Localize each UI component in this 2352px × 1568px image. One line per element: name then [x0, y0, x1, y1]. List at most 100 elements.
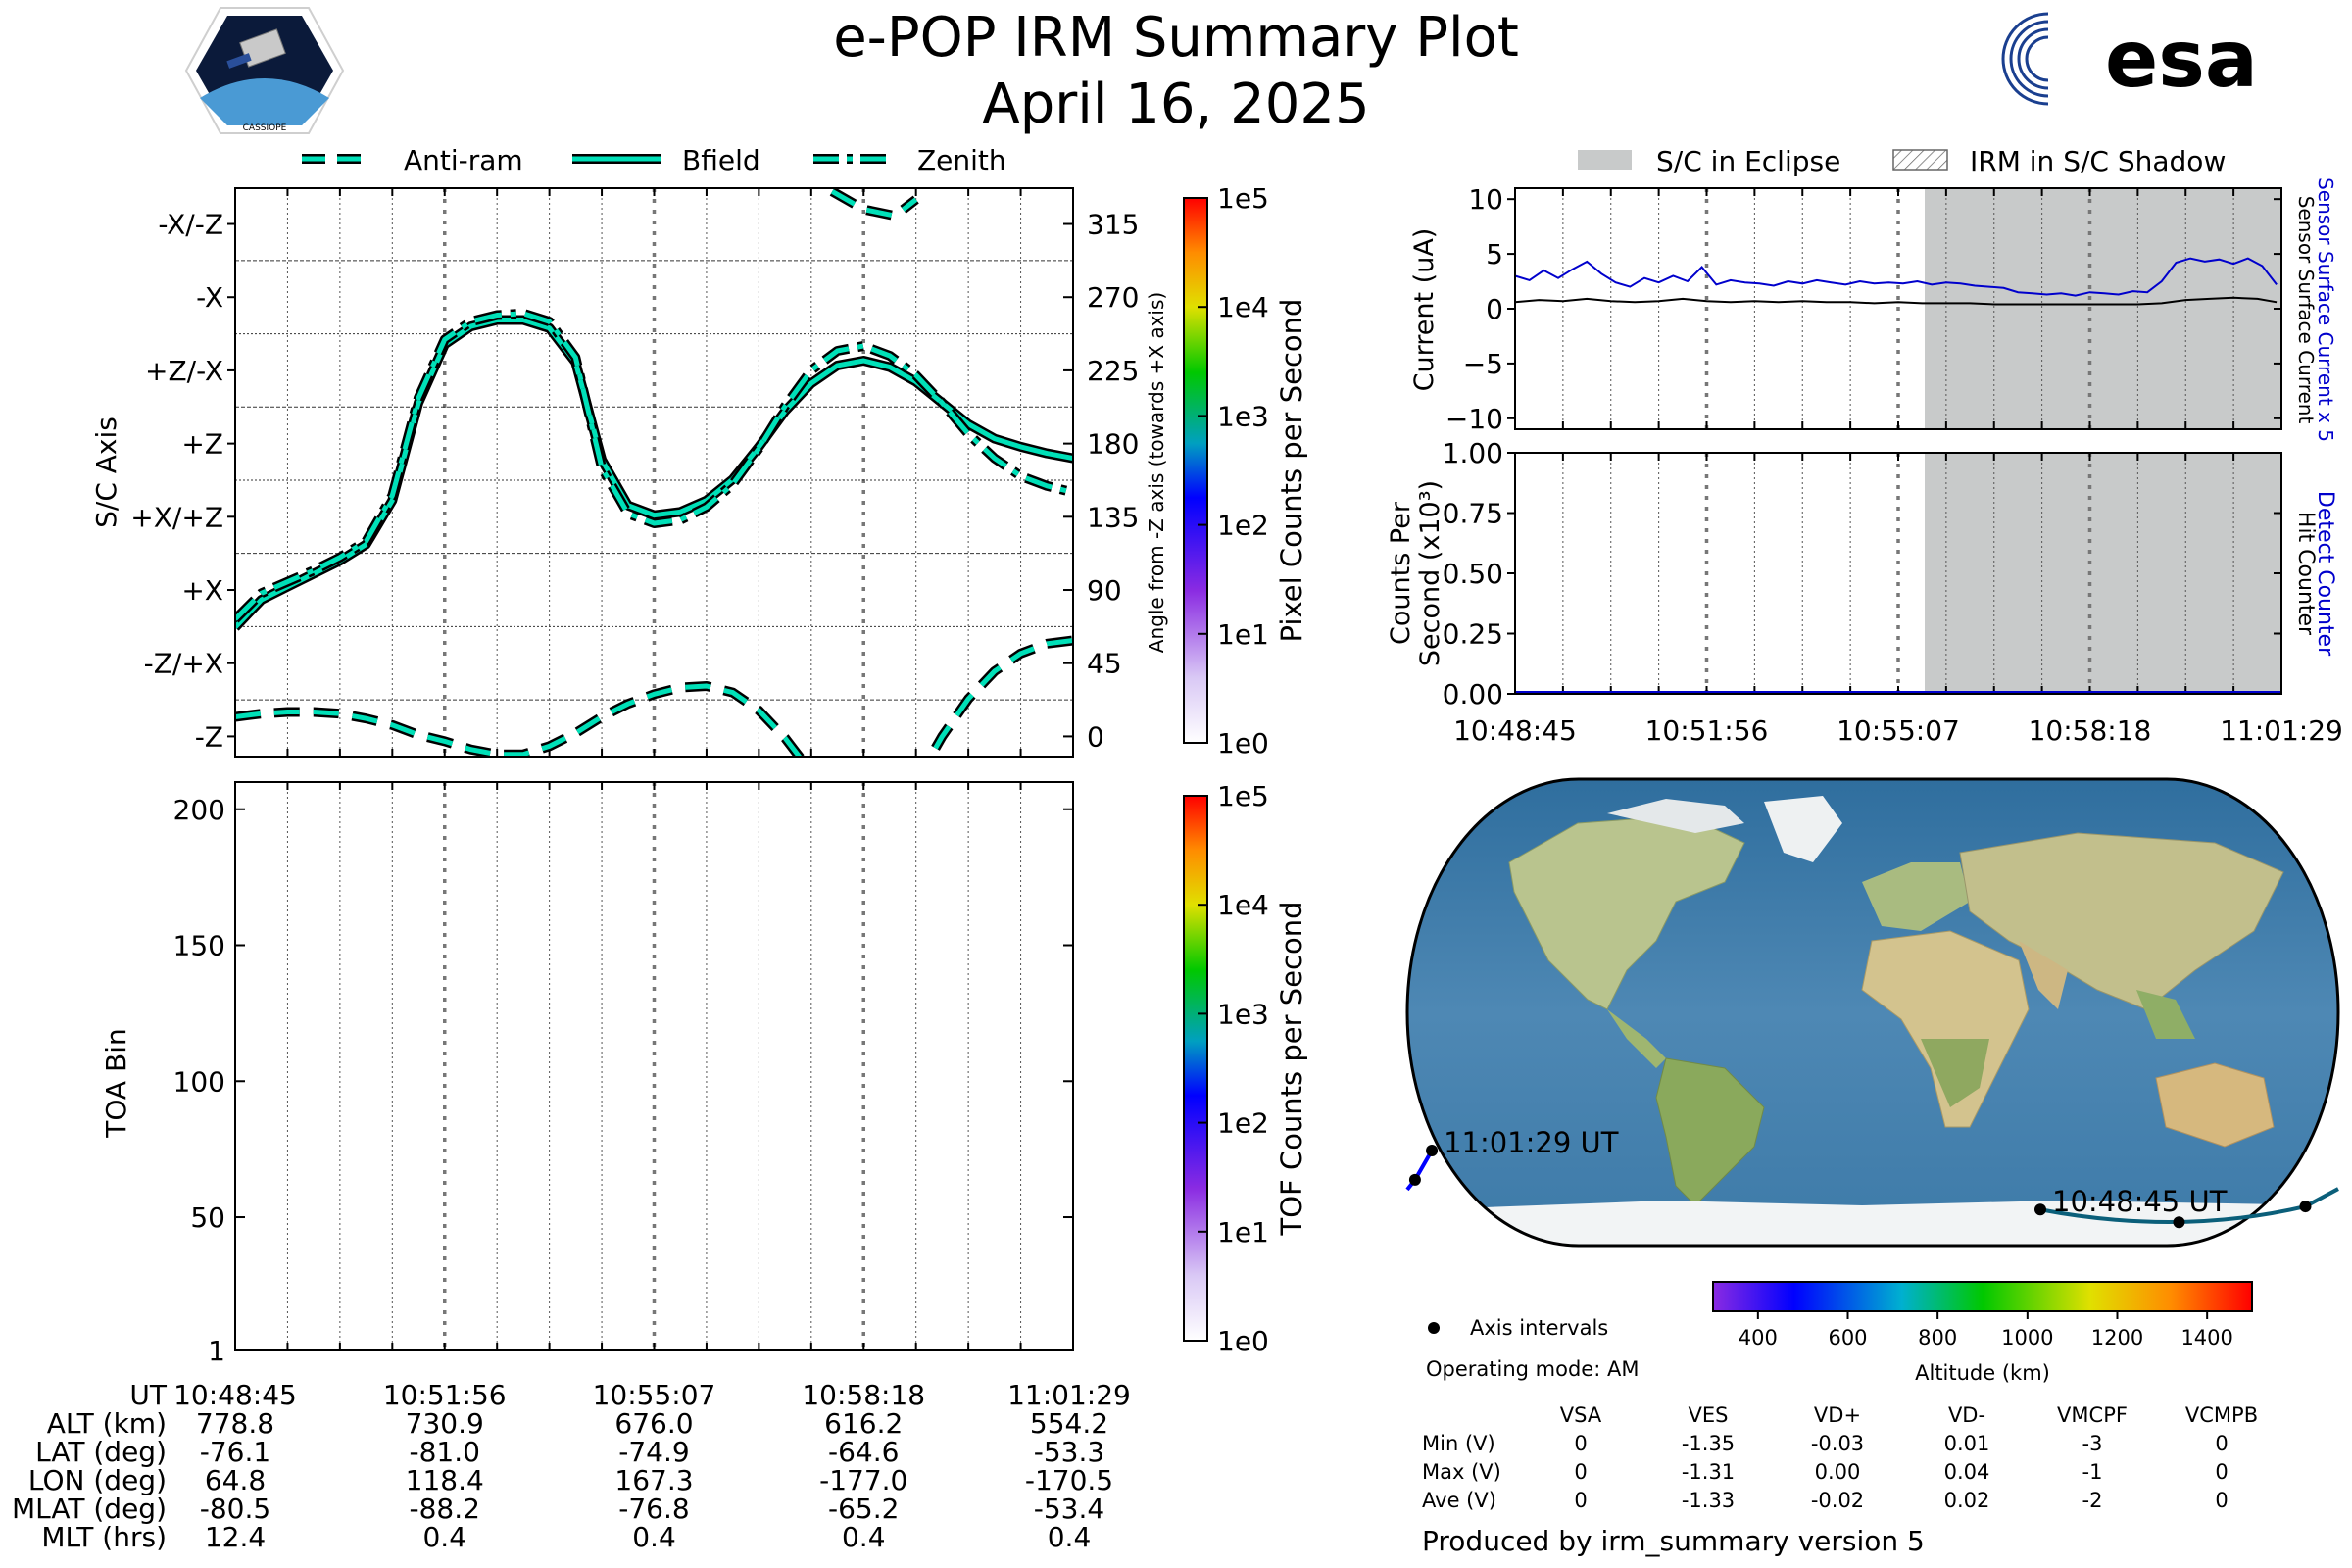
operating-mode-label: Operating mode: AM	[1426, 1357, 1639, 1381]
toa-tick-label: 50	[190, 1201, 225, 1234]
altitude-tick-label: 1000	[2001, 1326, 2053, 1349]
altitude-tick-label: 600	[1828, 1326, 1867, 1349]
axis-interval-marker	[2299, 1200, 2312, 1213]
shadow-swatch	[1892, 149, 1948, 171]
voltage-cell: -1	[2082, 1460, 2103, 1484]
toa-grid	[234, 782, 1074, 1350]
ephemeris-cell: 10:48:45	[173, 1379, 297, 1411]
eclipse-legend-label: S/C in Eclipse	[1656, 145, 1840, 177]
counts-tick-label: 1.00	[1443, 437, 1503, 469]
attitude-angle-ticks: 0 45 90 135 180 225 270 315	[1063, 209, 1139, 753]
voltage-row-label: Min (V)	[1422, 1432, 1495, 1455]
current-right-label-2: Sensor Surface Current	[2294, 196, 2318, 424]
counts-right-label-2: Hit Counter	[2293, 512, 2318, 636]
colorbar-tick-label: 1e1	[1217, 1216, 1269, 1249]
shadow-legend-label: IRM in S/C Shadow	[1970, 145, 2226, 177]
attitude-frame	[234, 187, 1074, 758]
counts-tick-label: 0.75	[1443, 498, 1503, 530]
voltage-cell: 0	[2215, 1489, 2228, 1512]
axis-label: -X	[196, 281, 223, 314]
voltage-cell: -1.35	[1682, 1432, 1735, 1455]
current-tick-label: −5	[1463, 348, 1503, 380]
legend-label-anti-ram: Anti-ram	[404, 144, 523, 176]
plot-date: April 16, 2025	[982, 73, 1369, 136]
toa-frame	[234, 781, 1074, 1351]
voltage-cell: 0.01	[1944, 1432, 1990, 1455]
tof-colorbar-label: TOF Counts per Second	[1275, 901, 1308, 1236]
cassiope-logo: CASSIOPE	[184, 7, 345, 134]
ephemeris-cell: -81.0	[410, 1436, 480, 1468]
ephemeris-cell: 11:01:29	[1007, 1379, 1131, 1411]
voltage-cell: -1.31	[1682, 1460, 1735, 1484]
ephemeris-cell: -88.2	[410, 1493, 480, 1525]
current-tick-label: −10	[1446, 403, 1503, 435]
axis-intervals-label: Axis intervals	[1470, 1316, 1608, 1340]
ephemeris-cell: 0.4	[422, 1521, 466, 1553]
voltage-cell: 0.02	[1944, 1489, 1990, 1512]
series-outline-zenith	[235, 308, 1073, 623]
toa-ylabel: TOA Bin	[100, 1028, 132, 1138]
altitude-tick-label: 1200	[2091, 1326, 2143, 1349]
map-legend: Axis intervals Operating mode: AM	[1426, 1316, 1639, 1381]
voltage-row-label: Max (V)	[1422, 1460, 1501, 1484]
voltage-cell: 0	[1574, 1460, 1587, 1484]
ephemeris-cell: -53.4	[1034, 1493, 1104, 1525]
counts-grid	[1514, 453, 2282, 694]
ephemeris-cell: 616.2	[824, 1407, 903, 1440]
counts-tick-label: 0.50	[1443, 558, 1503, 590]
axis-label: -Z	[195, 720, 223, 753]
current-tick-label: 5	[1486, 238, 1503, 270]
ephemeris-cell: -74.9	[618, 1436, 689, 1468]
current-line	[1514, 296, 2278, 306]
ephemeris-cell: 10:51:56	[383, 1379, 507, 1411]
ephemeris-cell: 554.2	[1030, 1407, 1108, 1440]
attitude-panel: -Z -Z/+X +X +X/+Z +Z +Z/-X -X -X/-Z 0 45 90 135 180…	[90, 187, 1168, 758]
colorbar-tick-label: 1e0	[1217, 1325, 1269, 1357]
axis-interval-marker	[2173, 1216, 2185, 1229]
attitude-ylabel: S/C Axis	[90, 416, 122, 528]
voltage-column-header: VES	[1689, 1403, 1729, 1427]
voltage-cell: 0	[1574, 1489, 1587, 1512]
ephemeris-cell: -53.3	[1034, 1436, 1104, 1468]
colorbar-tick-label: 1e5	[1217, 182, 1269, 215]
attitude-axis-labels: -Z -Z/+X +X +X/+Z +Z +Z/-X -X -X/-Z	[130, 209, 235, 753]
time-tick-label: 10:58:18	[2029, 714, 2152, 747]
ephemeris-cell: -76.8	[618, 1493, 689, 1525]
status-legend: S/C in Eclipse IRM in S/C Shadow	[1578, 145, 2226, 177]
orbit-time-label: 10:48:45 UT	[2052, 1185, 2228, 1218]
current-lines	[1514, 257, 2278, 306]
axis-interval-marker	[1408, 1173, 1421, 1186]
ephemeris-row-header: UT	[129, 1379, 167, 1411]
angle-tick-label: 225	[1087, 355, 1139, 387]
pixel-colorbar-ticks: 1e0 1e1 1e2 1e3 1e4 1e5	[1198, 182, 1269, 760]
colorbar-tick-label: 1e3	[1217, 400, 1269, 432]
voltage-table: VSA VES VD+ VD- VMCPF VCMPB Min (V) 0 -1.35 -0.03…	[1422, 1403, 2258, 1512]
ephemeris-cell: 730.9	[406, 1407, 484, 1440]
attitude-lines	[235, 188, 1073, 757]
altitude-colorbar-label: Altitude (km)	[1915, 1361, 2050, 1385]
ephemeris-cell: -170.5	[1025, 1464, 1113, 1496]
ephemeris-row-header: ALT (km)	[47, 1407, 167, 1440]
toa-tick-label: 200	[173, 794, 225, 826]
angle-tick-label: 135	[1087, 501, 1139, 533]
colorbar-tick-label: 1e2	[1217, 1107, 1269, 1140]
counts-eclipse-region	[1925, 453, 2281, 694]
map-land	[1407, 796, 2338, 1246]
voltage-cell: -1.33	[1682, 1489, 1735, 1512]
ephemeris-cell: 778.8	[196, 1407, 274, 1440]
current-x5-line	[1514, 257, 2278, 297]
ephemeris-cell: 676.0	[614, 1407, 693, 1440]
current-panel: 10 5 0 −5 −10 Current (uA) Sensor Surface Cu…	[1409, 177, 2337, 442]
voltage-column-header: VCMPB	[2185, 1403, 2258, 1427]
angle-tick-label: 90	[1087, 574, 1122, 607]
current-grid	[1514, 188, 2282, 429]
colorbar-tick-label: 1e2	[1217, 510, 1269, 542]
ephemeris-cell: -65.2	[828, 1493, 899, 1525]
toa-tick-label: 150	[173, 930, 225, 962]
axis-label: +Z/-X	[145, 355, 223, 387]
ephemeris-cell: 10:55:07	[593, 1379, 716, 1411]
ephemeris-cell: 0.4	[842, 1521, 886, 1553]
orbit-time-label: 11:01:29 UT	[1444, 1126, 1619, 1159]
